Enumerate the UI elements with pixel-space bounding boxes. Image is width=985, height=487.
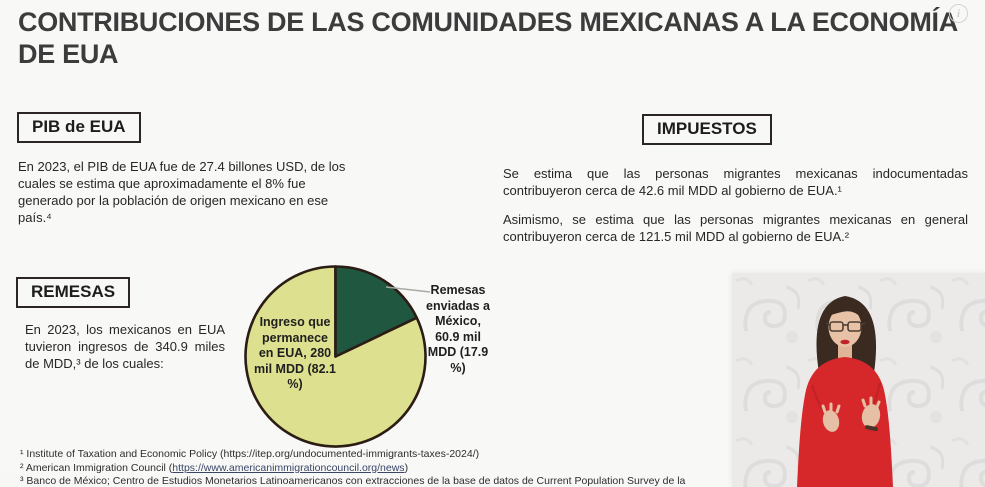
pie-chart [242,263,429,450]
interpreter-face [828,307,862,347]
page-title-line-2: DE EUA [18,39,119,69]
footnote-2-link[interactable]: https://www.americanimmigrationcouncil.o… [172,461,405,474]
impuestos-paragraph-1: Se estima que las personas migrantes mex… [503,166,968,198]
footnote-1: ¹ Institute of Taxation and Economic Pol… [20,448,480,460]
footnote-2-prefix: ² American Immigration Council ( [20,461,173,474]
page-title-line-1: CONTRIBUCIONES DE LAS COMUNIDADES MEXICA… [18,7,958,37]
heading-impuestos: IMPUESTOS [642,114,772,145]
sign-language-interpreter-video [732,273,985,487]
info-icon[interactable]: i [949,4,968,23]
pie-slice-mexico [334,265,418,358]
pib-paragraph: En 2023, el PIB de EUA fue de 27.4 billo… [18,159,346,225]
footnote-2: ² American Immigration Council (https://… [20,462,720,476]
interpreter-glasses [825,321,866,332]
heading-pib: PIB de EUA [17,112,141,143]
info-icon-glyph: i [956,7,961,20]
interpreter-illustration [732,273,985,487]
pie-chart-svg [244,265,427,448]
heading-impuestos-label: IMPUESTOS [657,119,757,138]
pie-leader-line [385,286,431,293]
page-title: CONTRIBUCIONES DE LAS COMUNIDADES MEXICA… [18,6,968,70]
footnote-3: ³ Banco de México; Centro de Estudios Mo… [20,475,686,487]
interpreter-sweater [797,357,893,487]
heading-remesas-label: REMESAS [31,282,116,301]
pie-label-remesas-mexico: Remesas enviadas a México, 60.9 mil MDD … [426,283,490,375]
footnote-2-suffix: ) [404,461,409,474]
remesas-paragraph: En 2023, los mexicanos en EUA tuvieron i… [25,322,225,371]
heading-pib-label: PIB de EUA [32,117,126,136]
heading-remesas: REMESAS [16,277,131,308]
interpreter-lips [840,339,850,345]
footnotes: ¹ Institute of Taxation and Economic Pol… [20,448,720,487]
pie-label-ingreso-eua: Ingreso que permanece en EUA, 280 mil MD… [254,315,336,391]
interpreter-hands [821,396,881,432]
impuestos-paragraph-2: Asimismo, se estima que las personas mig… [503,212,968,244]
